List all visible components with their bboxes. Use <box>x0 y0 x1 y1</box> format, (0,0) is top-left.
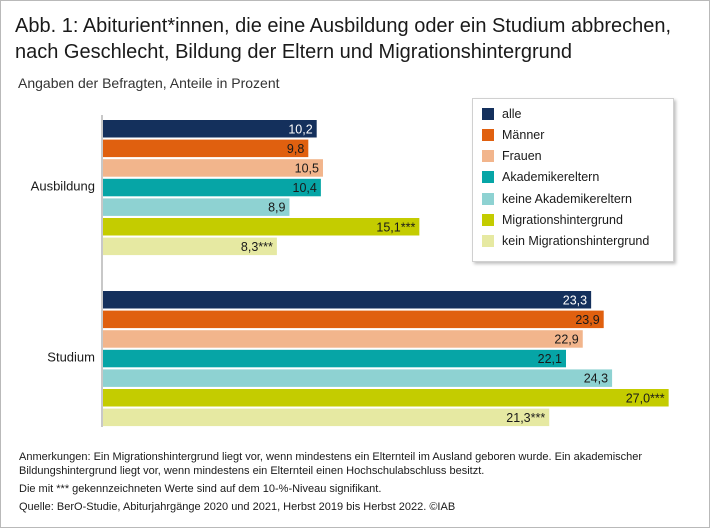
data-label-studium-4: 24,3 <box>584 372 608 386</box>
data-label-studium-6: 21,3*** <box>506 411 545 425</box>
bar-ausbildung-0 <box>103 120 317 138</box>
bar-studium-6 <box>103 408 550 427</box>
bar-studium-3 <box>103 349 566 368</box>
data-label-studium-2: 22,9 <box>554 332 578 346</box>
bar-studium-1 <box>103 310 604 329</box>
bar-studium-0 <box>103 291 592 309</box>
data-label-studium-5: 27,0*** <box>626 391 665 405</box>
data-label-ausbildung-4: 8,9 <box>268 201 285 215</box>
legend: alle Männer Frauen Akademikereltern keine Ak… <box>472 98 674 262</box>
data-label-ausbildung-0: 10,2 <box>288 122 312 136</box>
legend-swatch <box>482 150 494 163</box>
legend-label: Frauen <box>502 149 542 164</box>
bar-ausbildung-5 <box>103 218 420 236</box>
legend-item-0: alle <box>482 105 521 122</box>
legend-label: keine Akademikereltern <box>502 191 632 206</box>
chart-title-line-2: nach Geschlecht, Bildung der Eltern und … <box>15 41 572 63</box>
chart-subtitle: Angaben der Befragten, Anteile in Prozen… <box>18 75 280 91</box>
legend-swatch <box>482 171 494 184</box>
legend-swatch <box>482 107 494 120</box>
legend-label: Migrationshintergrund <box>502 213 623 227</box>
note-line-1: Anmerkungen: Ein Migrationshintergrund l… <box>19 451 643 463</box>
bar-studium-2 <box>103 330 583 348</box>
data-label-studium-3: 22,1 <box>538 352 562 366</box>
bar-studium-5 <box>103 389 669 407</box>
data-label-studium-0: 23,3 <box>563 293 587 307</box>
legend-label: Akademikereltern <box>502 170 600 185</box>
bar-studium-4 <box>103 369 613 387</box>
category-label-ausbildung: Ausbildung <box>31 179 95 194</box>
legend-item-6: kein Migrationshintergrund <box>482 233 649 250</box>
note-line-3: Die mit *** gekennzeichneten Werte sind … <box>19 483 382 495</box>
legend-label: Männer <box>502 127 545 142</box>
data-label-ausbildung-6: 8,3*** <box>241 240 273 254</box>
legend-item-3: Akademikereltern <box>482 169 599 186</box>
data-label-studium-1: 23,9 <box>575 313 599 327</box>
legend-swatch <box>482 235 494 248</box>
chart-title-line-1: Abb. 1: Abiturient*innen, die eine Ausbi… <box>15 15 672 37</box>
note-line-2: Bildungshintergrund liegt vor, wenn mind… <box>19 465 485 477</box>
note-line-4: Quelle: BerO-Studie, Abiturjahrgänge 202… <box>19 501 456 513</box>
legend-swatch <box>482 192 494 205</box>
legend-item-1: Männer <box>482 126 544 143</box>
legend-swatch <box>482 128 494 141</box>
bar-ausbildung-4 <box>103 198 290 216</box>
legend-swatch <box>482 214 494 226</box>
data-label-ausbildung-3: 10,4 <box>293 181 317 195</box>
data-label-ausbildung-1: 9,8 <box>287 142 304 156</box>
data-label-ausbildung-2: 10,5 <box>295 161 319 175</box>
legend-item-2: Frauen <box>482 148 542 165</box>
category-label-studium: Studium <box>47 350 95 365</box>
legend-item-4: keine Akademikereltern <box>482 190 632 207</box>
bar-ausbildung-6 <box>103 237 277 256</box>
bar-ausbildung-2 <box>103 159 323 177</box>
bar-ausbildung-1 <box>103 139 309 158</box>
legend-label: alle <box>502 106 522 121</box>
legend-item-5: Migrationshintergrund <box>482 212 623 229</box>
data-label-ausbildung-5: 15,1*** <box>376 220 415 234</box>
bar-ausbildung-3 <box>103 178 321 197</box>
legend-label: kein Migrationshintergrund <box>502 234 650 249</box>
